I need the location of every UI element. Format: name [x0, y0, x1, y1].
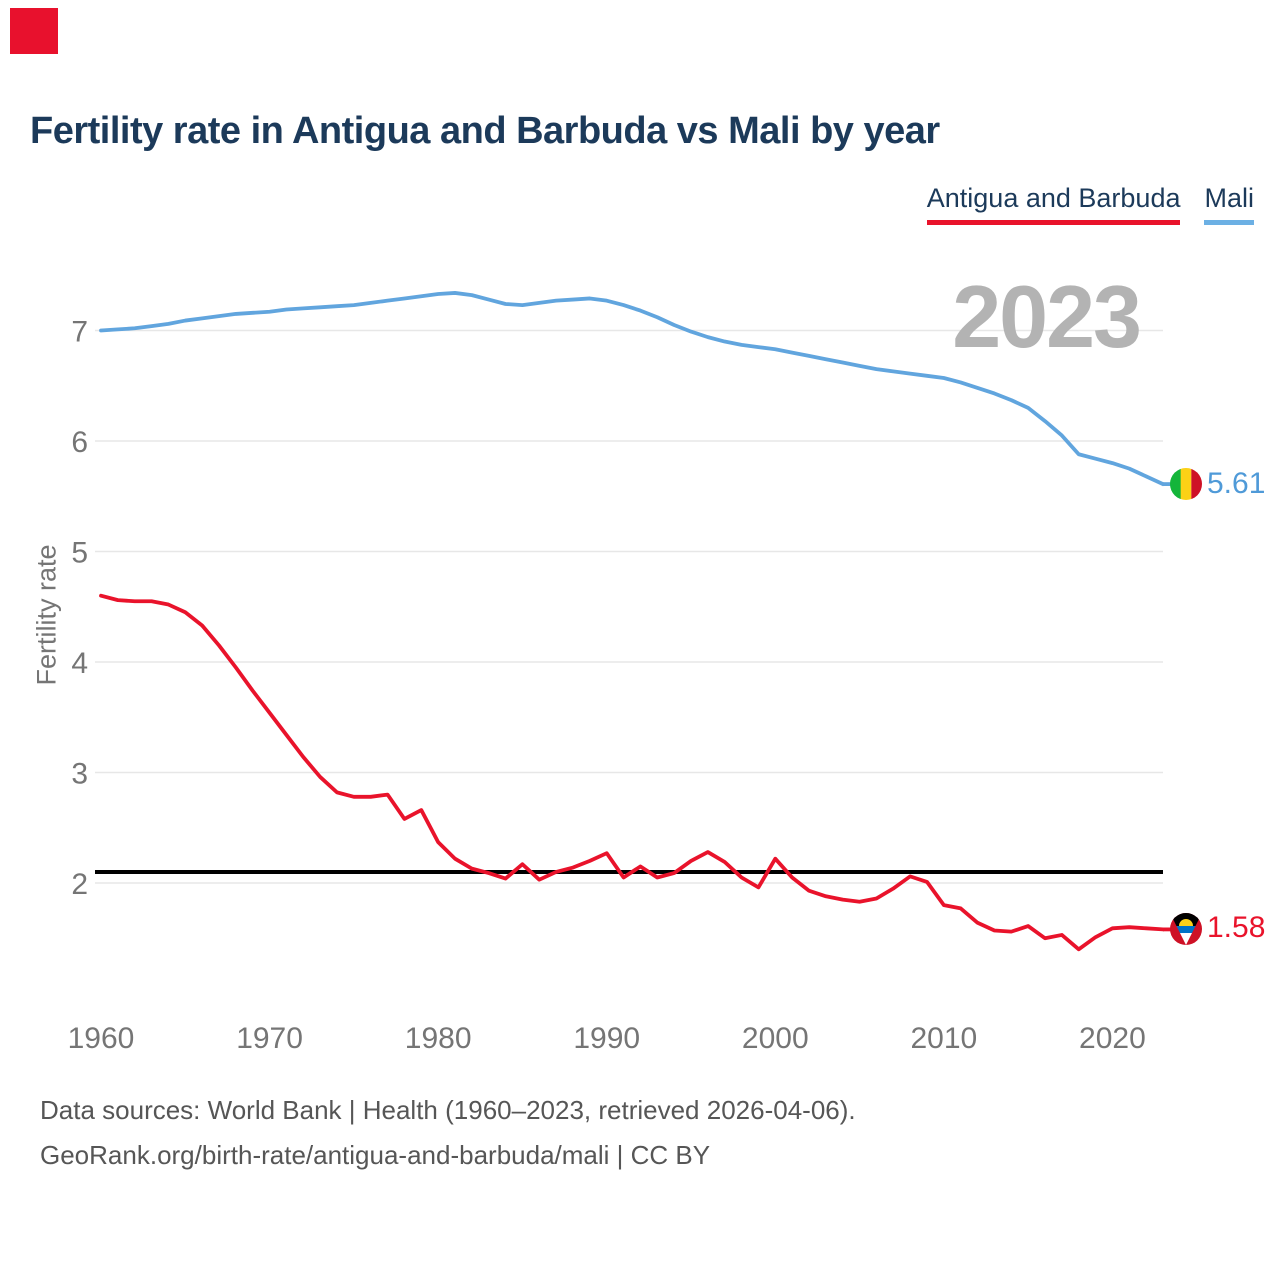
- footer-data-sources: Data sources: World Bank | Health (1960–…: [40, 1095, 856, 1125]
- x-tick-label-1960: 1960: [68, 1022, 135, 1055]
- mali-line: [99, 291, 1165, 486]
- x-tick-label-2000: 2000: [742, 1022, 809, 1055]
- y-tick-label-2: 2: [71, 868, 88, 901]
- series-layer: [99, 291, 1171, 952]
- grid-layer: [95, 329, 1163, 884]
- legend-item-mali[interactable]: Mali: [1204, 183, 1254, 225]
- georank-logo[interactable]: [10, 8, 58, 54]
- antigua-and-barbuda-flag-icon: [1170, 913, 1202, 945]
- mali-end-value-label: 5.61: [1207, 467, 1266, 500]
- footer: Data sources: World Bank | Health (1960–…: [40, 1088, 856, 1178]
- x-tick-label-1990: 1990: [573, 1022, 640, 1055]
- x-tick-label-2010: 2010: [910, 1022, 977, 1055]
- y-tick-label-3: 3: [71, 758, 88, 791]
- footer-attribution: GeoRank.org/birth-rate/antigua-and-barbu…: [40, 1140, 711, 1170]
- x-tick-label-1970: 1970: [236, 1022, 303, 1055]
- y-tick-label-7: 7: [71, 316, 88, 349]
- mali-flag-icon: [1170, 468, 1202, 500]
- x-tick-label-2020: 2020: [1079, 1022, 1146, 1055]
- legend: Antigua and Barbuda Mali: [926, 183, 1254, 225]
- watermark-year: 2023: [952, 267, 1140, 366]
- y-tick-label-5: 5: [71, 537, 88, 570]
- y-tick-label-4: 4: [71, 647, 88, 680]
- y-tick-label-6: 6: [71, 426, 88, 459]
- ticks-layer: 2 3 4 5 6 7 1960 1970 1980 1990 2000 2010 2020: [68, 316, 1146, 1056]
- y-axis-title: Fertility rate: [31, 544, 62, 686]
- page-title: Fertility rate in Antigua and Barbuda vs…: [30, 110, 940, 152]
- legend-item-antigua-and-barbuda[interactable]: Antigua and Barbuda: [926, 183, 1181, 225]
- watermark-layer: 2023: [952, 267, 1142, 366]
- x-tick-label-1980: 1980: [405, 1022, 472, 1055]
- antigua-and-barbuda-line: [99, 593, 1165, 952]
- antigua-end-value-label: 1.58: [1207, 911, 1266, 944]
